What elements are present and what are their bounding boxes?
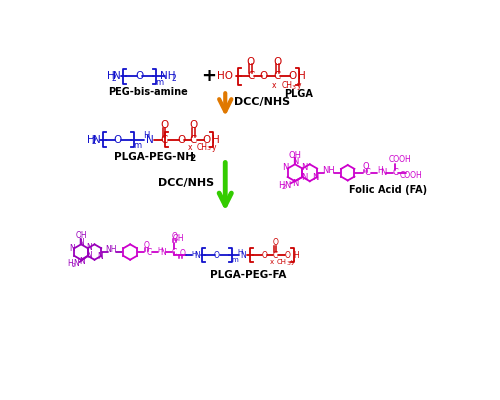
Text: C: C <box>247 72 254 82</box>
Text: C: C <box>172 248 177 256</box>
Text: 3: 3 <box>286 261 290 266</box>
Text: H: H <box>278 180 284 190</box>
Text: C: C <box>365 168 371 177</box>
Text: H: H <box>293 251 299 260</box>
Text: N: N <box>86 252 92 260</box>
Text: O: O <box>190 120 198 130</box>
Text: N: N <box>282 163 288 172</box>
Text: N: N <box>97 252 102 261</box>
Text: N: N <box>292 158 298 166</box>
Text: COOH: COOH <box>400 171 422 180</box>
Text: NH: NH <box>105 245 117 254</box>
Text: x: x <box>272 81 276 90</box>
Text: H: H <box>298 72 306 82</box>
Text: N: N <box>74 259 80 268</box>
Text: H: H <box>212 135 220 145</box>
Text: x: x <box>270 259 274 265</box>
Text: COOH: COOH <box>388 155 411 164</box>
Text: N: N <box>284 180 290 190</box>
Text: 3: 3 <box>292 85 296 90</box>
Text: OH: OH <box>288 150 302 160</box>
Text: PEG-bis-amine: PEG-bis-amine <box>108 87 188 97</box>
Text: CH: CH <box>282 81 293 90</box>
Text: O: O <box>214 251 220 260</box>
Text: DCC/NHS: DCC/NHS <box>234 97 290 107</box>
Text: m: m <box>232 257 238 263</box>
Text: y: y <box>296 81 301 90</box>
Text: Folic Acid (FA): Folic Acid (FA) <box>349 185 427 195</box>
Text: N: N <box>240 251 246 260</box>
Text: NH: NH <box>322 166 334 175</box>
Text: C: C <box>392 168 398 177</box>
Text: N: N <box>86 243 92 252</box>
Text: O: O <box>246 57 255 67</box>
Text: O: O <box>288 72 297 82</box>
Text: C: C <box>272 251 278 260</box>
Text: N: N <box>78 238 84 246</box>
Text: 2: 2 <box>190 154 196 163</box>
Text: O: O <box>262 251 267 260</box>
Text: x: x <box>188 143 192 152</box>
Text: 2: 2 <box>72 264 76 268</box>
Text: N: N <box>300 163 307 172</box>
Text: O: O <box>172 232 177 241</box>
Text: O: O <box>114 135 122 145</box>
Text: H: H <box>157 247 162 253</box>
Text: O: O <box>273 57 281 67</box>
Text: O: O <box>180 249 186 258</box>
Text: N: N <box>146 135 154 145</box>
Text: H: H <box>238 249 243 255</box>
Text: O: O <box>260 72 268 82</box>
Text: 2: 2 <box>91 138 96 146</box>
Text: +: + <box>200 68 216 86</box>
Text: H: H <box>378 166 383 175</box>
Text: C: C <box>146 248 152 256</box>
Text: O: O <box>284 251 290 260</box>
Text: y: y <box>291 259 295 265</box>
Text: C: C <box>190 135 197 145</box>
Text: 2: 2 <box>282 184 286 190</box>
Text: N: N <box>292 179 299 188</box>
Text: O: O <box>160 120 168 130</box>
Text: m: m <box>156 78 164 87</box>
Text: N: N <box>79 257 85 266</box>
Text: H: H <box>192 250 197 256</box>
Text: O: O <box>177 135 185 145</box>
Text: N: N <box>160 248 166 256</box>
Text: OH: OH <box>76 231 88 240</box>
Text: C: C <box>160 135 168 145</box>
Text: N: N <box>380 168 386 177</box>
Text: C: C <box>274 72 281 82</box>
Text: HO: HO <box>217 72 233 82</box>
Text: N: N <box>113 72 120 82</box>
Text: N: N <box>194 251 200 260</box>
Text: 3: 3 <box>206 146 210 151</box>
Text: O: O <box>144 241 150 250</box>
Text: O: O <box>272 238 278 247</box>
Text: m: m <box>133 141 141 150</box>
Text: O: O <box>362 162 369 171</box>
Text: DCC/NHS: DCC/NHS <box>158 178 214 188</box>
Text: O: O <box>202 135 211 145</box>
Text: y: y <box>212 143 216 152</box>
Text: H: H <box>143 130 150 140</box>
Text: NH: NH <box>160 72 176 82</box>
Text: 2: 2 <box>112 74 116 83</box>
Text: O: O <box>135 72 143 82</box>
Text: H: H <box>68 259 73 268</box>
Text: N: N <box>302 173 308 182</box>
Text: N: N <box>312 173 319 182</box>
Text: PLGA: PLGA <box>284 89 314 99</box>
Text: CH: CH <box>277 259 287 265</box>
Text: H: H <box>86 135 94 145</box>
Text: H: H <box>106 72 114 82</box>
Text: PLGA-PEG-FA: PLGA-PEG-FA <box>210 270 286 280</box>
Text: 2: 2 <box>172 74 176 83</box>
Text: OH: OH <box>172 234 184 244</box>
Text: N: N <box>69 244 75 253</box>
Text: PLGA-PEG-NH: PLGA-PEG-NH <box>114 152 194 162</box>
Text: N: N <box>92 135 100 145</box>
Text: CH: CH <box>196 143 207 152</box>
